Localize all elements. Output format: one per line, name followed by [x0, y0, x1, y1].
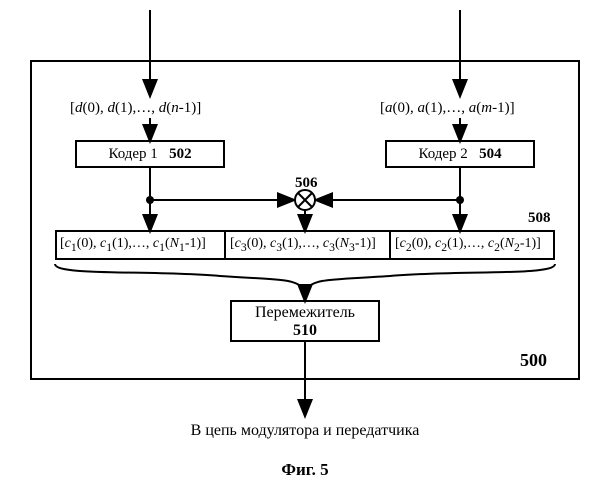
coder1-label: Кодер 1	[108, 146, 157, 163]
mixer-ref: 506	[295, 175, 318, 192]
coder1-ref: 502	[169, 146, 192, 163]
diagram-canvas: 500 [d(0), d(1),…, d(n-1)] [a(0), a(1),……	[0, 0, 609, 500]
footer-text: В цепь модулятора и передатчика	[191, 422, 420, 440]
input-left-formula: [d(0), d(1),…, d(n-1)]	[70, 100, 201, 117]
coder2-ref: 504	[479, 146, 502, 163]
figure-caption: Фиг. 5	[281, 460, 328, 480]
output-c3: [c3(0), c3(1),…, c3(N3-1)]	[230, 236, 376, 254]
input-right-formula: [a(0), a(1),…, a(m-1)]	[380, 100, 515, 117]
system-ref: 500	[520, 350, 547, 371]
output-c1: [c1(0), c1(1),…, c1(N1-1)]	[60, 236, 206, 254]
output-row-ref: 508	[528, 210, 551, 227]
interleaver-label: Перемежитель	[255, 304, 355, 321]
output-c2: [c2(0), c2(1),…, c2(N2-1)]	[395, 236, 541, 254]
interleaver-ref: 510	[293, 322, 317, 339]
coder2-box: Кодер 2 504	[385, 140, 535, 168]
coder2-label: Кодер 2	[418, 146, 467, 163]
interleaver-box: Перемежитель 510	[230, 300, 380, 342]
coder1-box: Кодер 1 502	[75, 140, 225, 168]
